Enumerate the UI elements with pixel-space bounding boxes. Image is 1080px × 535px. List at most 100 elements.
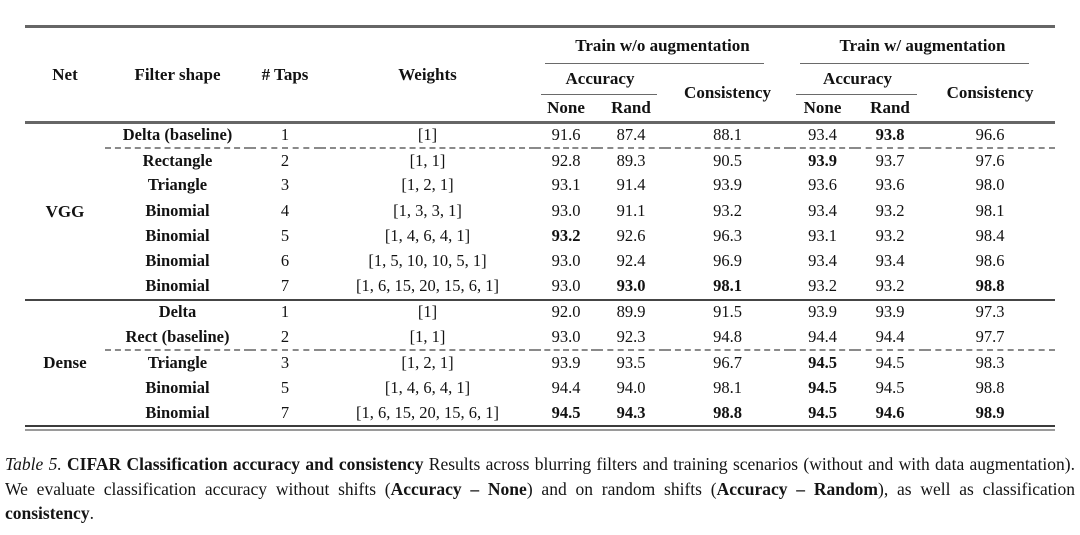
header-row-groups: Net Filter shape # Taps Weights Train w/…: [25, 27, 1055, 84]
subheader-consistency-w: Consistency: [946, 82, 1034, 102]
caption-text-2: ) and on random shifts (: [526, 478, 717, 499]
value-cell: 93.4: [875, 251, 905, 271]
value-cell: 94.3: [616, 402, 646, 422]
table-row: VGG Delta (baseline) 1 [1] 91.6 87.4 88.1 93.4 9…: [25, 122, 1056, 221]
value-cell: 98.1: [713, 276, 742, 296]
weights-cell: [1, 6, 15, 20, 15, 6, 1]: [356, 402, 499, 422]
caption-bold-accuracy-random: Accuracy – Random: [716, 478, 879, 499]
value-cell: 87.4: [597, 122, 665, 149]
value-cell: 92.8: [551, 150, 581, 170]
col-header-filter-shape: Filter shape: [134, 64, 221, 84]
value-cell: 93.2: [551, 226, 581, 246]
value-cell: 94.8: [665, 324, 791, 352]
value-cell: 94.5: [551, 402, 581, 422]
taps-cell: 5: [280, 226, 290, 246]
value-cell: 93.5: [616, 353, 646, 372]
table-row: Binomial 7 [1, 6, 15, 20, 15, 6, 1] 93.0 93.…: [25, 274, 1055, 299]
value-cell: 91.6: [535, 122, 597, 149]
filter-shape-cell: Triangle: [147, 175, 208, 195]
value-cell: 98.1: [975, 200, 1005, 220]
table-row: Rect (baseline) 2 [1, 1] 93.0 92.3 94.8 94.4 94…: [25, 324, 1056, 352]
subheader-accuracy-wo: Accuracy: [535, 64, 665, 95]
table-row: Triangle 3 [1, 2, 1] 93.9 93.5 96.7 94.5 94.5 98…: [25, 350, 1055, 375]
value-cell: 98.0: [975, 175, 1005, 195]
value-cell: 90.5: [713, 150, 742, 170]
table-row: Binomial 7 [1, 6, 15, 20, 15, 6, 1] 94.5 94.…: [25, 401, 1055, 426]
group-header-train-w-augmentation: Train w/ augmentation: [790, 27, 1055, 64]
taps-cell: 1: [280, 302, 290, 322]
table-row: Dense Delta 1 [1] 92.0 89.9 91.5 93.9 93.9 97.3: [25, 300, 1055, 372]
table-row: Binomial 5 [1, 4, 6, 4, 1] 93.2 92.6 96.3 93.1…: [25, 224, 1055, 249]
value-cell: 93.2: [808, 276, 837, 296]
taps-cell: 6: [280, 251, 290, 271]
value-cell: 93.8: [855, 122, 926, 149]
taps-cell: 4: [280, 200, 290, 220]
value-cell: 91.1: [616, 200, 646, 220]
filter-shape-cell: Binomial: [145, 276, 210, 296]
weights-cell: [1, 6, 15, 20, 15, 6, 1]: [356, 276, 499, 296]
value-cell: 98.8: [713, 402, 742, 422]
value-cell: 93.0: [616, 276, 646, 296]
value-cell: 93.1: [551, 175, 581, 195]
table-caption: Table 5. CIFAR Classification accuracy a…: [5, 452, 1075, 526]
weights-cell: [1, 4, 6, 4, 1]: [384, 226, 471, 246]
value-cell: 93.0: [551, 276, 581, 296]
taps-cell: 1: [250, 122, 320, 149]
value-cell: 97.6: [975, 150, 1005, 170]
value-cell: 98.4: [975, 226, 1005, 246]
value-cell: 98.8: [975, 377, 1005, 397]
value-cell: 98.6: [975, 251, 1005, 271]
filter-shape-cell: Binomial: [145, 402, 210, 422]
value-cell: 91.5: [713, 302, 742, 322]
value-cell: 89.3: [616, 150, 646, 170]
filter-shape-cell: Binomial: [145, 377, 210, 397]
value-cell: 93.2: [875, 276, 905, 296]
col-header-taps: # Taps: [261, 64, 309, 84]
taps-cell: 7: [280, 276, 290, 296]
filter-shape-cell: Delta: [158, 302, 197, 322]
table-row: Binomial 4 [1, 3, 3, 1] 93.0 91.1 93.2 93.4 93.…: [25, 198, 1055, 223]
value-cell: 96.6: [925, 122, 1056, 149]
weights-cell: [1, 2, 1]: [401, 353, 454, 372]
value-cell: 94.4: [855, 324, 926, 352]
table-row: Binomial 6 [1, 5, 10, 10, 5, 1] 93.0 92.4 96.…: [25, 249, 1055, 274]
caption-text-4: .: [89, 503, 94, 523]
value-cell: 93.2: [875, 200, 905, 220]
taps-cell: 3: [280, 175, 290, 195]
weights-cell: [1, 2, 1]: [401, 175, 454, 195]
value-cell: 92.0: [551, 302, 581, 322]
col-header-net: Net: [52, 64, 78, 84]
weights-cell: [1, 1]: [409, 150, 446, 170]
value-cell: 98.3: [975, 353, 1005, 372]
subheader-rand-wo: Rand: [611, 98, 651, 118]
value-cell: 97.3: [975, 302, 1005, 322]
filter-shape-cell: Triangle: [147, 353, 208, 372]
dense-section: Dense Delta 1 [1] 92.0 89.9 91.5 93.9 93.9 97.3 Re…: [25, 300, 1056, 426]
value-cell: 98.1: [713, 377, 742, 397]
caption-bold-consistency: consistency: [5, 503, 90, 523]
filter-shape-cell: Binomial: [145, 251, 210, 271]
value-cell: 94.5: [875, 377, 905, 397]
vgg-section: VGG Delta (baseline) 1 [1] 91.6 87.4 88.1 93.4 9…: [25, 122, 1056, 300]
value-cell: 93.9: [875, 302, 905, 322]
weights-cell: [1, 4, 6, 4, 1]: [384, 377, 471, 397]
value-cell: 96.7: [713, 353, 742, 372]
results-table: Net Filter shape # Taps Weights Train w/…: [25, 25, 1056, 428]
value-cell: 93.0: [551, 251, 581, 271]
filter-shape-cell: Rectangle: [142, 150, 213, 170]
header-row-accuracy: Accuracy Consistency Accuracy Consistenc…: [25, 64, 1055, 102]
value-cell: 93.1: [808, 226, 837, 246]
value-cell: 93.9: [808, 302, 837, 322]
taps-cell: 5: [280, 377, 290, 397]
value-cell: 93.9: [551, 353, 581, 372]
filter-shape-cell: Delta (baseline): [105, 122, 250, 149]
value-cell: 93.2: [713, 200, 742, 220]
value-cell: 97.7: [925, 324, 1056, 352]
group-header-train-wo-augmentation: Train w/o augmentation: [535, 27, 790, 64]
value-cell: 98.9: [975, 402, 1005, 422]
value-cell: 93.6: [875, 175, 905, 195]
weights-cell: [1, 1]: [320, 324, 535, 352]
header-row-shift-types: None Rand None Rand: [25, 95, 1055, 123]
value-cell: 91.4: [616, 175, 646, 195]
